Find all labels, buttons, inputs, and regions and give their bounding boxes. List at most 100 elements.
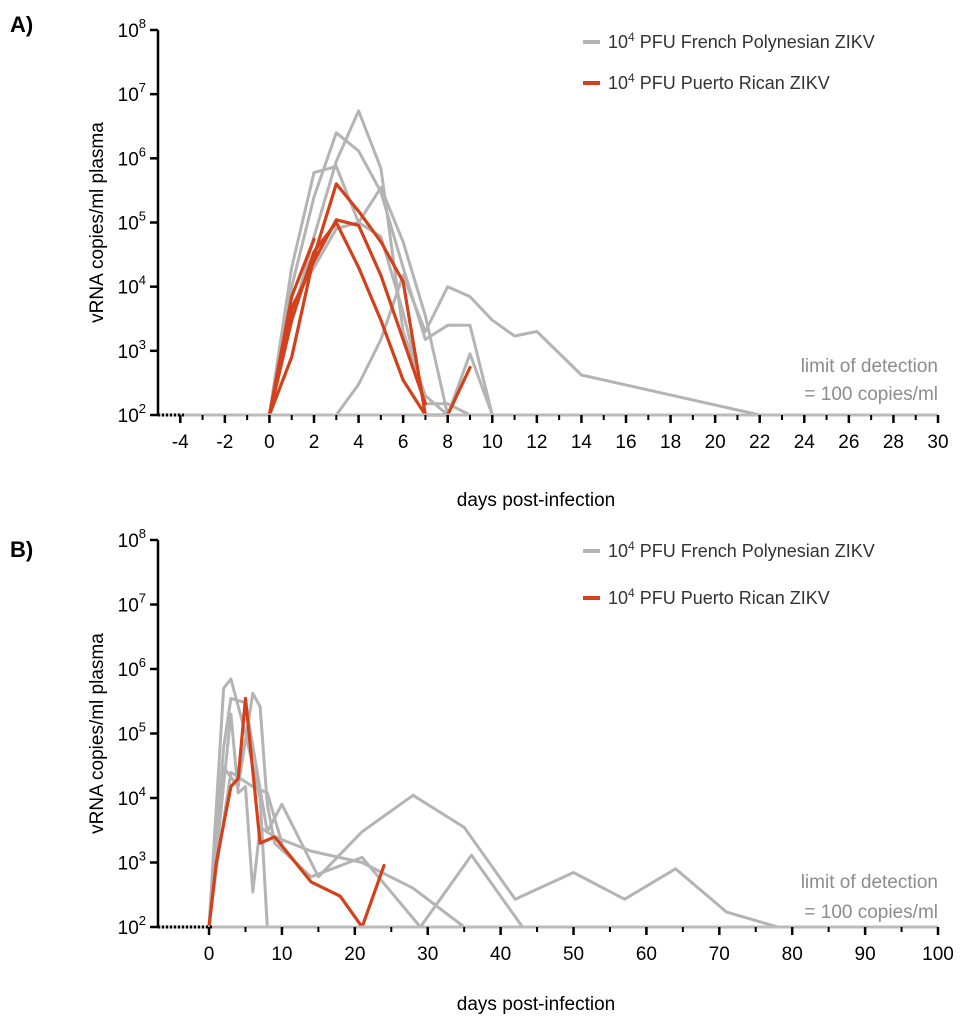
legend-text: PFU Puerto Rican ZIKV <box>635 588 830 608</box>
legend-text: PFU French Polynesian ZIKV <box>635 541 875 561</box>
y-tick-exponent: 7 <box>139 80 146 95</box>
x-tick-label: -2 <box>216 432 233 453</box>
y-tick-exponent: 6 <box>139 144 146 159</box>
y-tick-base: 10 <box>118 854 139 875</box>
x-tick-label: 2 <box>309 432 320 453</box>
y-tick-exponent: 5 <box>139 720 146 735</box>
y-tick-base: 10 <box>118 149 139 170</box>
series-line-french-1 <box>267 131 494 417</box>
y-tick-base: 10 <box>118 725 139 746</box>
x-tick-label: 10 <box>271 944 292 965</box>
legend-text: PFU French Polynesian ZIKV <box>635 32 875 52</box>
y-axis-title: vRNA copies/ml plasma <box>87 122 108 323</box>
x-tick-label: 26 <box>838 432 859 453</box>
legend-entry: 104 PFU Puerto Rican ZIKV <box>608 586 830 608</box>
y-tick-label: 103 <box>118 849 146 875</box>
detection-limit-label: limit of detection <box>801 872 938 893</box>
detection-limit-label: = 100 copies/ml <box>804 384 938 405</box>
y-tick-base: 10 <box>118 789 139 810</box>
y-tick-label: 107 <box>118 80 146 106</box>
y-tick-base: 10 <box>118 531 139 552</box>
x-tick-label: 8 <box>442 432 453 453</box>
legend-entry: 104 PFU Puerto Rican ZIKV <box>608 71 830 93</box>
y-tick-exponent: 3 <box>139 849 146 864</box>
legend-superscript: 4 <box>628 30 635 44</box>
legend-prefix: 10 <box>608 73 628 93</box>
y-tick-base: 10 <box>118 406 139 427</box>
y-tick-base: 10 <box>118 85 139 106</box>
y-tick-exponent: 8 <box>139 526 146 541</box>
x-tick-label: 90 <box>855 944 876 965</box>
x-tick-label: 28 <box>883 432 904 453</box>
series-line-french-2 <box>267 109 494 417</box>
series-line-puerto-5 <box>207 696 386 929</box>
y-tick-exponent: 2 <box>139 401 146 416</box>
x-tick-label: 30 <box>927 432 948 453</box>
x-tick-label: 100 <box>922 944 954 965</box>
x-tick-label: 30 <box>417 944 438 965</box>
y-axis-title: vRNA copies/ml plasma <box>87 633 108 834</box>
legend-superscript: 4 <box>628 586 635 600</box>
x-tick-label: 18 <box>660 432 681 453</box>
series-line-french-3 <box>207 696 780 929</box>
panel-label: B) <box>10 537 33 562</box>
x-tick-label: 70 <box>709 944 730 965</box>
y-tick-base: 10 <box>118 214 139 235</box>
y-tick-exponent: 5 <box>139 209 146 224</box>
panel-label: A) <box>10 12 33 37</box>
y-tick-base: 10 <box>118 918 139 939</box>
legend-prefix: 10 <box>608 541 628 561</box>
legend-text: PFU Puerto Rican ZIKV <box>635 73 830 93</box>
y-tick-label: 103 <box>118 337 146 363</box>
y-tick-exponent: 4 <box>139 273 146 288</box>
x-tick-label: 4 <box>353 432 364 453</box>
y-tick-label: 108 <box>118 526 146 552</box>
series-line-french-0 <box>207 677 269 929</box>
x-tick-label: 20 <box>344 944 365 965</box>
x-axis-title: days post-infection <box>457 490 615 511</box>
y-tick-label: 108 <box>118 16 146 42</box>
x-tick-label: 6 <box>398 432 409 453</box>
x-tick-label: 60 <box>636 944 657 965</box>
y-tick-base: 10 <box>118 596 139 617</box>
x-tick-label: 12 <box>526 432 547 453</box>
legend-entry: 104 PFU French Polynesian ZIKV <box>608 539 875 561</box>
legend-prefix: 10 <box>608 32 628 52</box>
y-tick-label: 102 <box>118 913 146 939</box>
y-tick-label: 105 <box>118 209 146 235</box>
legend-superscript: 4 <box>628 71 635 85</box>
x-tick-label: 14 <box>571 432 593 453</box>
x-tick-label: 16 <box>615 432 636 453</box>
x-tick-label: 10 <box>482 432 503 453</box>
series-line-french-3 <box>334 273 762 417</box>
y-tick-label: 106 <box>118 144 146 170</box>
y-tick-label: 102 <box>118 401 146 427</box>
x-tick-label: 40 <box>490 944 511 965</box>
x-tick-label: -4 <box>172 432 189 453</box>
y-tick-base: 10 <box>118 660 139 681</box>
x-tick-label: 50 <box>563 944 584 965</box>
y-tick-label: 104 <box>118 784 146 810</box>
series-line-puerto-7 <box>267 218 427 417</box>
legend-superscript: 4 <box>628 539 635 553</box>
series-line-puerto-8 <box>267 220 427 417</box>
y-tick-exponent: 2 <box>139 913 146 928</box>
x-tick-label: 24 <box>794 432 816 453</box>
x-tick-label: 80 <box>782 944 803 965</box>
y-tick-label: 106 <box>118 655 146 681</box>
y-tick-exponent: 8 <box>139 16 146 31</box>
y-tick-label: 107 <box>118 591 146 617</box>
y-tick-exponent: 7 <box>139 591 146 606</box>
y-tick-label: 104 <box>118 273 146 299</box>
x-tick-label: 20 <box>705 432 726 453</box>
y-tick-base: 10 <box>118 21 139 42</box>
y-tick-exponent: 6 <box>139 655 146 670</box>
y-tick-exponent: 4 <box>139 784 146 799</box>
detection-limit-label: = 100 copies/ml <box>804 902 938 923</box>
x-axis-title: days post-infection <box>457 994 615 1015</box>
legend-entry: 104 PFU French Polynesian ZIKV <box>608 30 875 52</box>
